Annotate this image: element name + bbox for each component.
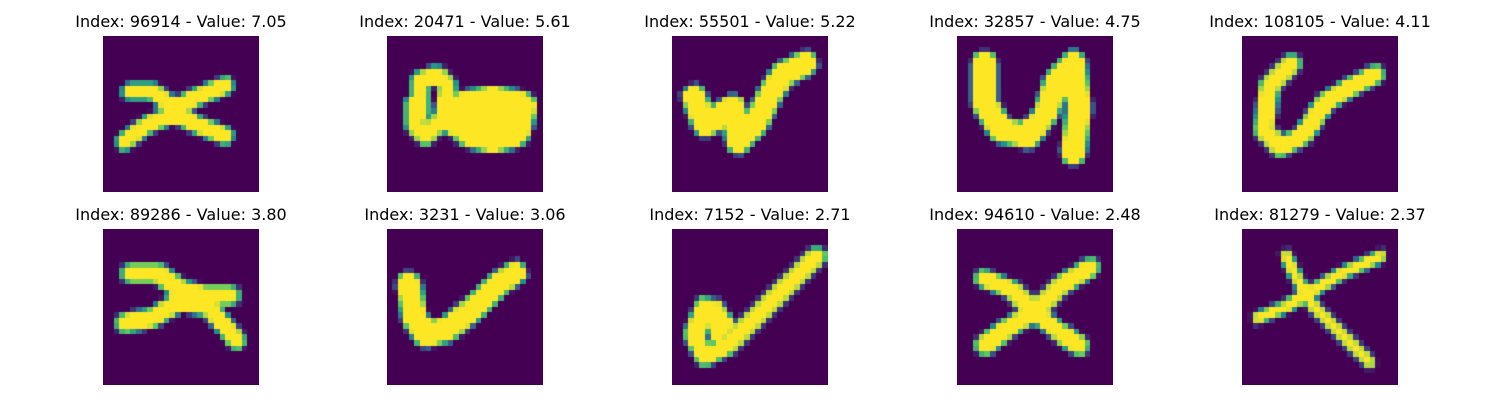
- panel-title: Index: 81279 - Value: 2.37: [1214, 205, 1426, 224]
- image-panel: Index: 81279 - Value: 2.37: [1170, 205, 1470, 400]
- character-image: [103, 36, 259, 192]
- panel-title: Index: 7152 - Value: 2.71: [649, 205, 851, 224]
- character-image: [103, 229, 259, 385]
- panel-title: Index: 96914 - Value: 7.05: [75, 12, 287, 31]
- panel-title: Index: 89286 - Value: 3.80: [75, 205, 287, 224]
- image-panel: Index: 7152 - Value: 2.71: [600, 205, 900, 400]
- character-image: [672, 36, 828, 192]
- panel-title: Index: 32857 - Value: 4.75: [929, 12, 1141, 31]
- panel-title: Index: 108105 - Value: 4.11: [1209, 12, 1431, 31]
- panel-title: Index: 20471 - Value: 5.61: [359, 12, 571, 31]
- image-panel: Index: 55501 - Value: 5.22: [600, 12, 900, 207]
- character-image: [1242, 229, 1398, 385]
- panel-title: Index: 94610 - Value: 2.48: [929, 205, 1141, 224]
- character-image: [957, 229, 1113, 385]
- image-panel: Index: 32857 - Value: 4.75: [885, 12, 1185, 207]
- image-panel: Index: 94610 - Value: 2.48: [885, 205, 1185, 400]
- image-panel: Index: 20471 - Value: 5.61: [315, 12, 615, 207]
- image-panel: Index: 108105 - Value: 4.11: [1170, 12, 1470, 207]
- character-image: [957, 36, 1113, 192]
- image-panel: Index: 3231 - Value: 3.06: [315, 205, 615, 400]
- image-panel: Index: 96914 - Value: 7.05: [31, 12, 331, 207]
- image-panel: Index: 89286 - Value: 3.80: [31, 205, 331, 400]
- character-image: [387, 229, 543, 385]
- character-image: [387, 36, 543, 192]
- character-image: [1242, 36, 1398, 192]
- character-image: [672, 229, 828, 385]
- panel-title: Index: 55501 - Value: 5.22: [644, 12, 856, 31]
- panel-title: Index: 3231 - Value: 3.06: [364, 205, 566, 224]
